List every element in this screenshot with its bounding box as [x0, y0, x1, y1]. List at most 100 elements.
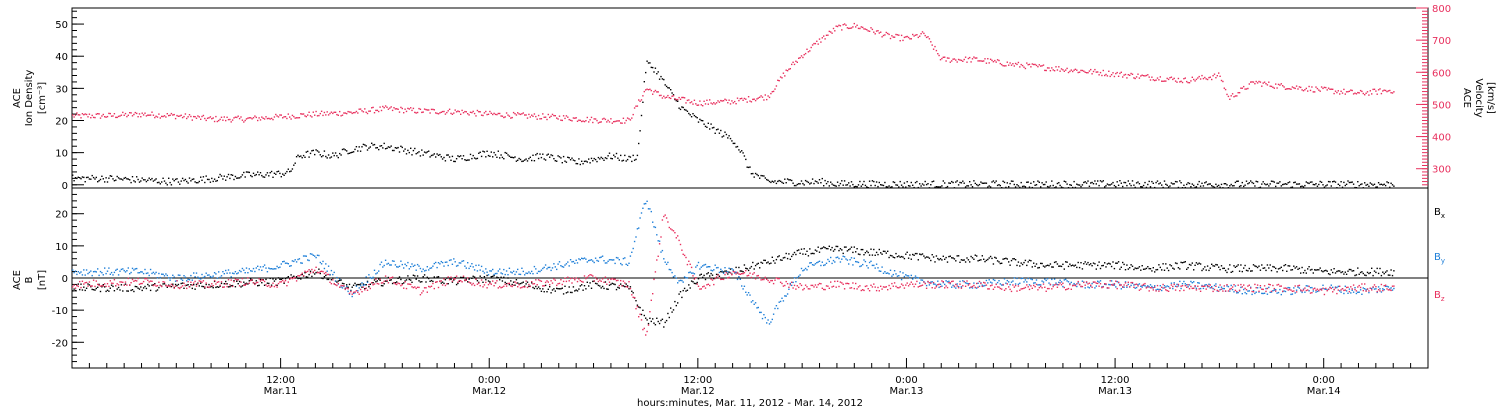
velocity-point	[814, 42, 817, 45]
velocity-point	[186, 117, 188, 120]
by-point	[917, 277, 919, 279]
velocity-point	[878, 32, 880, 34]
bx-point	[200, 282, 202, 284]
bz-point	[985, 284, 988, 286]
velocity-point	[745, 98, 747, 100]
velocity-tick-label: 600	[1432, 68, 1451, 79]
velocity-point	[645, 89, 647, 91]
bx-point	[825, 247, 828, 250]
density-point	[831, 183, 833, 185]
bz-point	[889, 287, 892, 290]
bx-point	[1326, 270, 1328, 272]
density-point	[468, 159, 470, 161]
by-point	[1220, 286, 1223, 288]
velocity-point	[1010, 64, 1013, 66]
bz-point	[671, 229, 673, 231]
density-point	[272, 176, 274, 178]
velocity-point	[551, 113, 554, 116]
bx-point	[802, 253, 804, 255]
bz-point	[1115, 280, 1117, 282]
density-point	[499, 157, 501, 159]
bx-point	[678, 293, 680, 295]
velocity-point	[155, 115, 157, 117]
bz-point	[147, 279, 149, 281]
bx-point	[1265, 269, 1267, 272]
bz-point	[560, 279, 562, 281]
bz-point	[535, 279, 537, 281]
by-point	[900, 278, 903, 281]
bz-point	[1368, 290, 1370, 292]
velocity-point	[1379, 88, 1381, 90]
velocity-point	[504, 116, 506, 118]
bz-point	[934, 287, 936, 289]
bz-point	[1269, 284, 1271, 286]
density-point	[355, 146, 358, 148]
density-point	[550, 154, 552, 156]
by-point	[177, 274, 180, 276]
velocity-point	[870, 27, 872, 29]
velocity-point	[1222, 80, 1224, 83]
velocity-point	[496, 113, 498, 116]
velocity-point	[351, 112, 353, 115]
bx-point	[1026, 264, 1028, 267]
bz-point	[1261, 288, 1263, 290]
velocity-point	[104, 116, 106, 118]
density-point	[1161, 184, 1163, 186]
density-point	[753, 176, 755, 178]
density-point	[393, 149, 395, 152]
bx-point	[154, 283, 156, 285]
density-point	[951, 180, 953, 183]
by-point	[774, 307, 776, 310]
bx-point	[1009, 264, 1011, 266]
by-point	[838, 257, 840, 260]
by-point	[308, 259, 310, 262]
by-point	[222, 271, 224, 273]
by-point	[579, 259, 581, 261]
bz-point	[162, 281, 164, 283]
density-point	[736, 145, 739, 148]
by-point	[333, 271, 335, 274]
velocity-point	[1169, 77, 1171, 79]
density-point	[216, 179, 218, 182]
by-point	[728, 267, 730, 269]
bx-point	[1033, 262, 1035, 264]
bz-point	[116, 283, 118, 285]
by-point	[410, 266, 412, 268]
bx-point	[472, 275, 474, 277]
density-point	[645, 71, 647, 74]
bz-point	[1077, 280, 1079, 283]
bx-point	[1371, 267, 1373, 269]
density-point	[754, 172, 757, 175]
velocity-point	[1288, 88, 1291, 90]
density-point	[152, 180, 155, 182]
bx-point	[113, 290, 116, 292]
density-point	[1345, 183, 1348, 185]
bx-point	[1345, 273, 1348, 275]
density-point	[429, 156, 431, 158]
velocity-point	[757, 97, 759, 99]
bx-point	[400, 278, 402, 281]
bx-point	[507, 277, 509, 279]
bx-point	[1044, 266, 1046, 268]
by-point	[88, 271, 91, 274]
velocity-point	[1147, 74, 1149, 76]
density-point	[1220, 183, 1223, 186]
bz-point	[301, 272, 303, 274]
bx-point	[1124, 269, 1127, 271]
density-point	[319, 154, 321, 156]
bx-point	[1088, 264, 1091, 266]
by-point	[1120, 288, 1122, 290]
bz-point	[169, 285, 171, 288]
bx-point	[83, 286, 85, 288]
by-point	[1113, 284, 1116, 286]
density-point	[333, 154, 335, 157]
velocity-point	[287, 113, 289, 115]
by-point	[1243, 288, 1245, 291]
velocity-point	[1062, 69, 1064, 71]
bx-point	[391, 282, 394, 285]
velocity-point	[165, 116, 167, 118]
bx-point	[663, 326, 665, 328]
bx-point	[796, 249, 798, 252]
bz-point	[1026, 284, 1028, 286]
